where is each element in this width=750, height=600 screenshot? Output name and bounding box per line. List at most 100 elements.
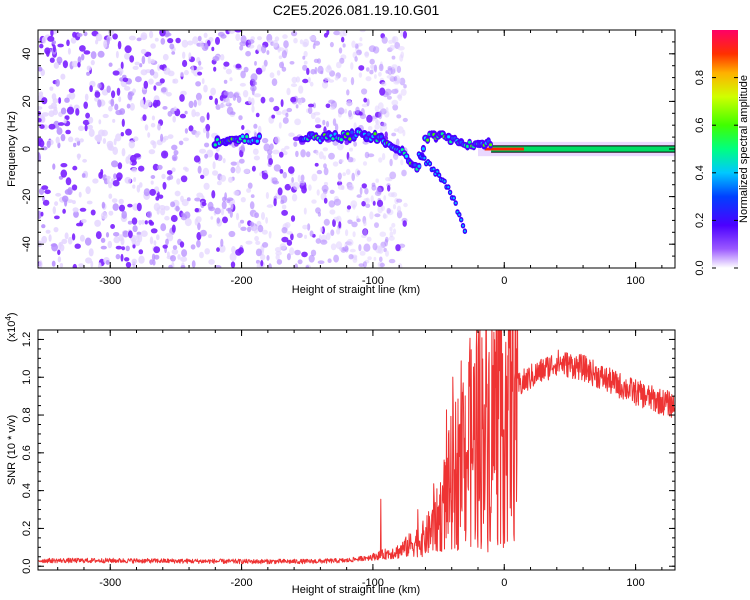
noise-dot	[108, 105, 113, 112]
noise-dot	[376, 199, 384, 207]
noise-dot	[159, 30, 166, 37]
noise-dot	[247, 226, 252, 233]
noise-dot	[138, 165, 145, 172]
noise-dot	[161, 150, 169, 159]
noise-dot	[55, 79, 60, 87]
noise-dot	[238, 115, 243, 121]
noise-dot	[46, 140, 51, 148]
noise-dot	[261, 137, 269, 144]
noise-dot	[369, 64, 374, 69]
ridge-dot-inner	[215, 138, 219, 142]
noise-dot	[132, 65, 139, 70]
noise-dot	[254, 61, 257, 66]
noise-dot	[182, 59, 188, 68]
noise-dot	[124, 86, 131, 91]
noise-dot	[257, 125, 262, 134]
noise-dot	[253, 123, 258, 129]
noise-dot	[138, 255, 145, 264]
noise-dot	[323, 77, 331, 81]
noise-dot	[136, 234, 140, 243]
noise-dot	[55, 192, 62, 197]
noise-dot	[188, 125, 194, 132]
y-tick-label: 0	[21, 146, 33, 152]
noise-dot	[229, 252, 237, 262]
noise-dot	[129, 154, 137, 163]
noise-dot	[84, 237, 92, 246]
noise-dot	[310, 68, 316, 75]
noise-dot	[266, 204, 274, 208]
noise-dot	[40, 211, 44, 217]
noise-dot	[196, 239, 201, 248]
noise-dot	[71, 233, 76, 241]
noise-dot	[321, 81, 329, 89]
noise-dot	[74, 137, 80, 142]
noise-dot	[160, 87, 167, 93]
noise-dot	[88, 248, 94, 257]
noise-dot	[354, 43, 359, 49]
noise-dot	[206, 112, 210, 121]
noise-dot	[281, 148, 286, 152]
noise-dot	[303, 60, 308, 65]
ridge-dot-inner	[404, 154, 409, 158]
noise-dot	[308, 254, 315, 263]
noise-dot	[64, 97, 70, 103]
noise-dot	[66, 39, 70, 47]
noise-dot	[214, 98, 218, 105]
noise-dot	[60, 73, 66, 80]
noise-dot	[78, 263, 84, 268]
noise-dot	[121, 148, 126, 157]
noise-dot	[105, 260, 110, 265]
noise-dot	[358, 65, 365, 71]
noise-dot	[375, 178, 380, 183]
noise-dot	[169, 43, 175, 50]
noise-dot	[159, 64, 164, 70]
noise-dot	[166, 233, 174, 242]
noise-dot	[188, 52, 192, 60]
noise-dot	[112, 33, 118, 40]
noise-dot	[326, 30, 330, 36]
noise-dot	[362, 161, 368, 166]
noise-dot	[307, 103, 315, 108]
noise-dot	[386, 95, 392, 100]
noise-dot	[170, 201, 176, 208]
noise-dot	[79, 138, 84, 143]
noise-dot	[97, 50, 105, 58]
noise-dot	[323, 181, 329, 186]
noise-dot	[120, 61, 124, 70]
noise-dot	[187, 40, 194, 46]
noise-dot	[391, 191, 398, 198]
noise-dot	[329, 209, 336, 215]
noise-dot	[146, 211, 152, 219]
noise-dot	[128, 35, 136, 41]
ridge-dot-inner	[245, 135, 249, 139]
noise-dot	[143, 188, 151, 197]
noise-dot	[153, 85, 157, 91]
noise-dot	[95, 231, 102, 240]
noise-dot	[217, 31, 225, 37]
noise-dot	[392, 104, 399, 111]
colorbar-tick-label: 0.6	[694, 118, 706, 133]
noise-dot	[377, 245, 384, 254]
noise-dot	[236, 161, 240, 167]
noise-dot	[179, 94, 185, 102]
noise-dot	[208, 234, 212, 239]
noise-dot	[282, 171, 287, 179]
noise-dot	[62, 208, 66, 214]
noise-dot	[219, 174, 227, 182]
noise-dot	[350, 62, 354, 70]
noise-dot	[350, 77, 355, 86]
noise-dot	[204, 153, 209, 159]
noise-dot	[214, 207, 221, 215]
x-tick-label: 0	[501, 577, 507, 589]
noise-dot	[281, 227, 288, 234]
noise-dot	[207, 201, 214, 210]
ridge-dot-inner	[241, 134, 245, 139]
branch-dot-inner	[449, 191, 452, 194]
noise-dot	[141, 55, 146, 65]
noise-dot	[257, 224, 264, 233]
noise-dot	[224, 192, 228, 201]
ridge-dot-inner	[339, 138, 343, 142]
noise-dot	[323, 197, 328, 204]
noise-dot	[378, 63, 384, 72]
noise-dot	[330, 243, 337, 251]
